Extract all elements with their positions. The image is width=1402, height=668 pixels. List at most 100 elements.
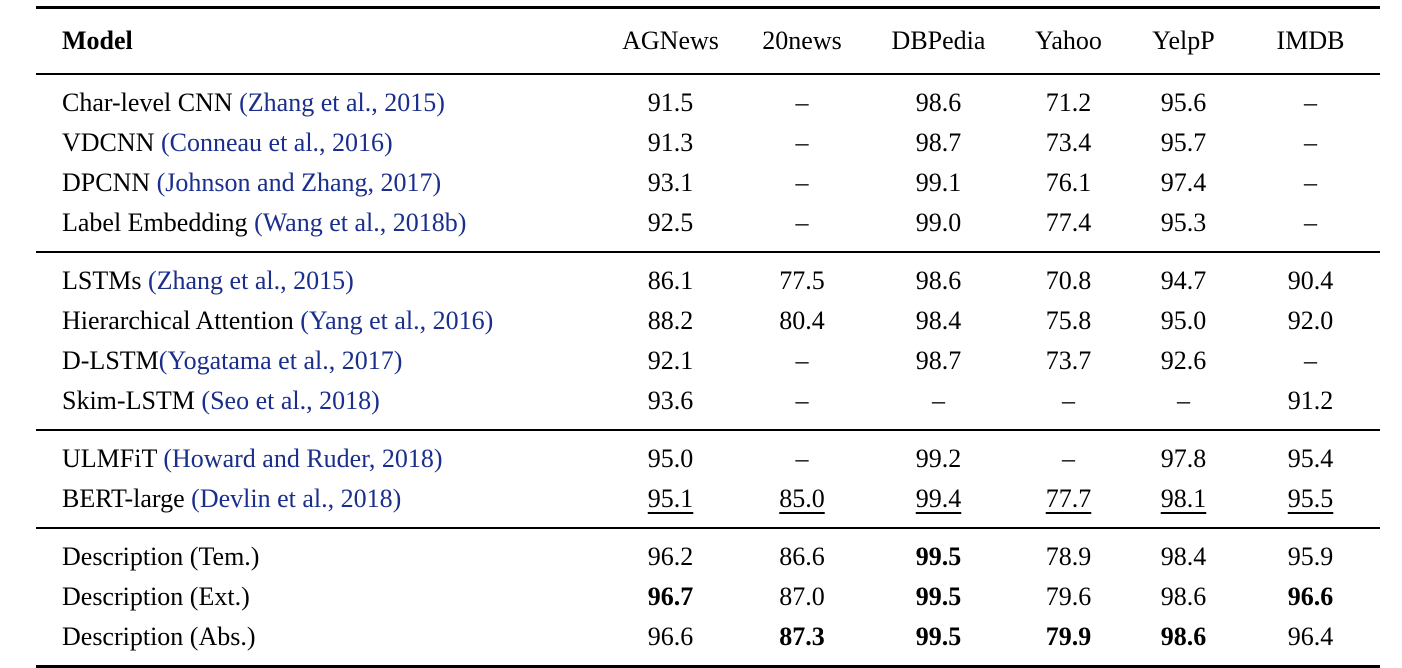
- score-value: 98.6: [1160, 582, 1207, 611]
- score-value: 99.5: [915, 542, 962, 571]
- table-row: Description (Ext.) 96.7 87.0 99.5 79.6 98.6 96…: [36, 577, 1380, 617]
- score-value: 95.0: [1160, 306, 1207, 335]
- score-value: 98.1: [1160, 484, 1207, 513]
- model-name-cell: D-LSTM(Yogatama et al., 2017): [36, 341, 603, 381]
- model-name: Label Embedding: [62, 208, 255, 237]
- score-cell: 95.0: [1126, 301, 1241, 341]
- score-cell: –: [738, 430, 866, 479]
- score-cell: 96.7: [603, 577, 738, 617]
- score-cell: 96.6: [1241, 577, 1380, 617]
- score-value: 87.3: [779, 622, 825, 651]
- score-cell: 91.3: [603, 123, 738, 163]
- table-row: VDCNN (Conneau et al., 2016) 91.3 – 98.7 73.…: [36, 123, 1380, 163]
- model-name: VDCNN: [62, 128, 161, 157]
- model-name-cell: Char-level CNN (Zhang et al., 2015): [36, 74, 603, 123]
- score-value: 92.0: [1287, 306, 1334, 335]
- score-value: –: [795, 386, 809, 415]
- score-cell: 71.2: [1011, 74, 1126, 123]
- model-name-cell: ULMFiT (Howard and Ruder, 2018): [36, 430, 603, 479]
- score-cell: 95.0: [603, 430, 738, 479]
- score-cell: 99.4: [866, 479, 1011, 528]
- score-cell: 86.1: [603, 252, 738, 301]
- citation-link[interactable]: (Yang et al., 2016): [300, 306, 494, 335]
- score-value: 90.4: [1287, 266, 1334, 295]
- citation-link[interactable]: (Howard and Ruder, 2018): [163, 444, 443, 473]
- model-name-cell: Label Embedding (Wang et al., 2018b): [36, 203, 603, 252]
- score-value: 78.9: [1045, 542, 1092, 571]
- model-name: ULMFiT: [62, 444, 164, 473]
- score-value: –: [1304, 128, 1317, 157]
- header-yelpp: YelpP: [1152, 26, 1215, 55]
- model-name: Hierarchical Attention: [62, 306, 301, 335]
- model-name: LSTMs: [62, 266, 148, 295]
- score-cell: 98.1: [1126, 479, 1241, 528]
- citation-link[interactable]: (Johnson and Zhang, 2017): [156, 168, 442, 197]
- score-value: 99.1: [915, 168, 962, 197]
- model-name-cell: Description (Abs.): [36, 617, 603, 667]
- score-cell: –: [738, 341, 866, 381]
- score-cell: 78.9: [1011, 528, 1126, 577]
- score-value: –: [1177, 386, 1190, 415]
- score-cell: 98.7: [866, 123, 1011, 163]
- model-name-cell: Skim-LSTM (Seo et al., 2018): [36, 381, 603, 430]
- score-cell: 77.5: [738, 252, 866, 301]
- model-name-cell: Description (Tem.): [36, 528, 603, 577]
- score-value: 96.4: [1287, 622, 1334, 651]
- score-cell: –: [1241, 203, 1380, 252]
- score-value: –: [795, 88, 809, 117]
- header-model: Model: [62, 26, 133, 55]
- score-cell: 91.2: [1241, 381, 1380, 430]
- score-cell: 94.7: [1126, 252, 1241, 301]
- table-row: ULMFiT (Howard and Ruder, 2018) 95.0 – 99.2…: [36, 430, 1380, 479]
- score-value: 85.0: [779, 484, 825, 513]
- citation-link[interactable]: (Devlin et al., 2018): [191, 484, 402, 513]
- citation-link[interactable]: (Zhang et al., 2015): [147, 266, 354, 295]
- score-cell: 97.4: [1126, 163, 1241, 203]
- results-table-container: Model AGNews 20news DBPedia Yahoo YelpP …: [36, 6, 1380, 668]
- score-value: 98.4: [915, 306, 962, 335]
- score-cell: –: [738, 163, 866, 203]
- score-value: –: [1304, 208, 1317, 237]
- score-cell: 98.4: [1126, 528, 1241, 577]
- score-value: 77.7: [1045, 484, 1092, 513]
- score-value: –: [932, 386, 945, 415]
- score-value: 96.7: [647, 582, 694, 611]
- score-cell: 99.2: [866, 430, 1011, 479]
- score-cell: 93.1: [603, 163, 738, 203]
- score-value: 96.2: [647, 542, 694, 571]
- score-cell: 95.5: [1241, 479, 1380, 528]
- citation-link[interactable]: (Conneau et al., 2016): [160, 128, 393, 157]
- score-cell: –: [738, 203, 866, 252]
- score-value: 93.1: [647, 168, 694, 197]
- score-cell: 92.6: [1126, 341, 1241, 381]
- score-cell: 99.5: [866, 617, 1011, 667]
- header-agnews: AGNews: [622, 26, 719, 55]
- score-value: 92.5: [647, 208, 694, 237]
- table-row: Label Embedding (Wang et al., 2018b) 92.5…: [36, 203, 1380, 252]
- table-row: LSTMs (Zhang et al., 2015) 86.1 77.5 98.6 70…: [36, 252, 1380, 301]
- model-name-cell: VDCNN (Conneau et al., 2016): [36, 123, 603, 163]
- score-cell: 77.4: [1011, 203, 1126, 252]
- citation-link[interactable]: (Seo et al., 2018): [201, 386, 380, 415]
- citation-link[interactable]: (Yogatama et al., 2017): [158, 346, 403, 375]
- score-value: 86.1: [647, 266, 694, 295]
- score-cell: 99.1: [866, 163, 1011, 203]
- citation-link[interactable]: (Wang et al., 2018b): [254, 208, 467, 237]
- score-cell: 98.6: [1126, 577, 1241, 617]
- score-value: 99.4: [915, 484, 962, 513]
- score-cell: 98.4: [866, 301, 1011, 341]
- score-value: 95.1: [647, 484, 694, 513]
- score-value: 86.6: [779, 542, 825, 571]
- score-value: 93.6: [647, 386, 694, 415]
- score-value: –: [795, 208, 809, 237]
- score-value: 75.8: [1045, 306, 1092, 335]
- score-value: 98.6: [1160, 622, 1207, 651]
- score-value: 79.6: [1045, 582, 1092, 611]
- header-yahoo: Yahoo: [1035, 26, 1102, 55]
- score-value: –: [1062, 386, 1075, 415]
- score-value: –: [795, 128, 809, 157]
- table-row: Char-level CNN (Zhang et al., 2015) 91.5 –…: [36, 74, 1380, 123]
- score-value: 94.7: [1160, 266, 1207, 295]
- citation-link[interactable]: (Zhang et al., 2015): [239, 88, 445, 117]
- score-cell: 95.7: [1126, 123, 1241, 163]
